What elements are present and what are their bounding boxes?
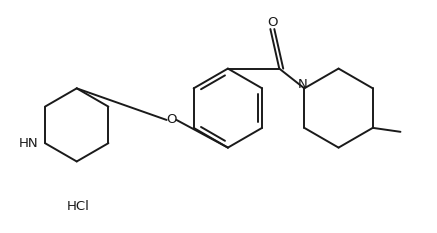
Text: O: O [267, 16, 277, 29]
Text: N: N [298, 78, 307, 91]
Text: HN: HN [18, 137, 38, 150]
Text: HCl: HCl [67, 200, 90, 213]
Text: O: O [166, 113, 177, 127]
